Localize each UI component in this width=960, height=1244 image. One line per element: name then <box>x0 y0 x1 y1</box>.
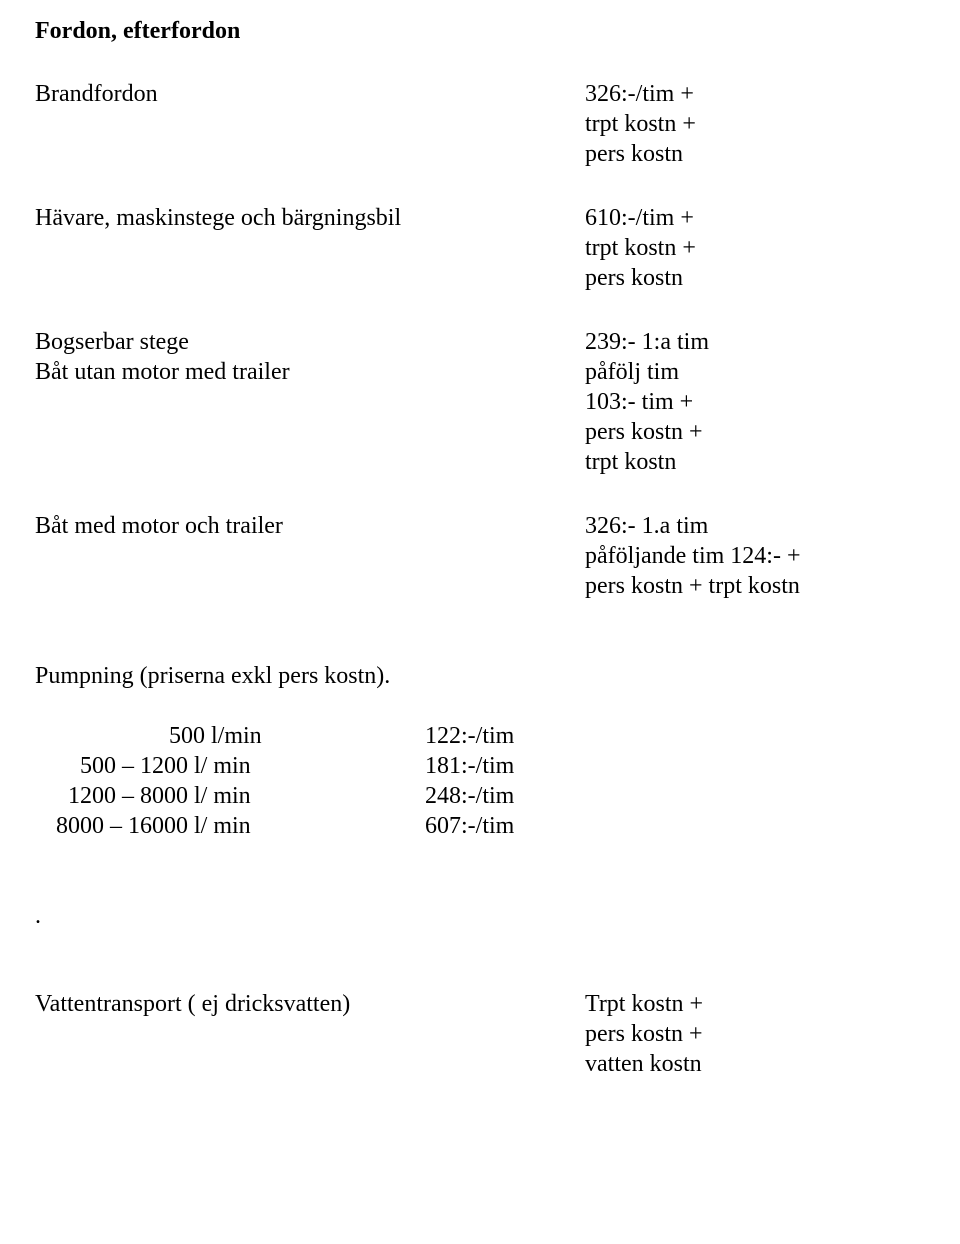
pumpning-left: 500 l/min <box>35 721 425 751</box>
separator-dot: . <box>35 901 900 931</box>
pumpning-row: 1200 – 8000 l/ min 248:-/tim <box>35 781 900 811</box>
pump-left-text: 500 l/min <box>169 723 262 749</box>
row-value: Trpt kostn + pers kostn + vatten kostn <box>585 989 900 1079</box>
value-line: pers kostn <box>585 139 900 169</box>
price-row: Hävare, maskinstege och bärgningsbil 610… <box>35 203 900 293</box>
price-row: Bogserbar stege Båt utan motor med trail… <box>35 327 900 477</box>
pumpning-right: 607:-/tim <box>425 811 514 841</box>
pump-left-text: 500 – 1200 l/ min <box>80 753 251 779</box>
pumpning-left: 8000 – 16000 l/ min <box>35 811 425 841</box>
label-line: Bogserbar stege <box>35 327 585 357</box>
row-label: Båt med motor och trailer <box>35 511 585 541</box>
pumpning-header: Pumpning (priserna exkl pers kostn). <box>35 661 900 691</box>
value-line: trpt kostn + <box>585 109 900 139</box>
value-line: Trpt kostn + <box>585 989 900 1019</box>
pump-left-text: 1200 – 8000 l/ min <box>68 783 251 809</box>
value-line: 326:- 1.a tim <box>585 511 900 541</box>
price-row: Brandfordon 326:-/tim + trpt kostn + per… <box>35 79 900 169</box>
value-line: pers kostn + trpt kostn <box>585 571 900 601</box>
value-line: pers kostn + <box>585 1019 900 1049</box>
pumpning-left: 1200 – 8000 l/ min <box>35 781 425 811</box>
row-value: 610:-/tim + trpt kostn + pers kostn <box>585 203 900 293</box>
pumpning-right: 248:-/tim <box>425 781 514 811</box>
row-value: 326:-/tim + trpt kostn + pers kostn <box>585 79 900 169</box>
pumpning-row: 8000 – 16000 l/ min 607:-/tim <box>35 811 900 841</box>
value-line: 103:- tim + <box>585 387 900 417</box>
pumpning-row: 500 l/min 122:-/tim <box>35 721 900 751</box>
value-line: 239:- 1:a tim <box>585 327 900 357</box>
row-label: Vattentransport ( ej dricksvatten) <box>35 989 585 1019</box>
pumpning-left: 500 – 1200 l/ min <box>35 751 425 781</box>
value-line: påföljande tim 124:- + <box>585 541 900 571</box>
label-line: Båt utan motor med trailer <box>35 357 585 387</box>
value-line: påfölj tim <box>585 357 900 387</box>
value-line: trpt kostn + <box>585 233 900 263</box>
pumpning-list: 500 l/min 122:-/tim 500 – 1200 l/ min 18… <box>35 721 900 841</box>
row-value: 326:- 1.a tim påföljande tim 124:- + per… <box>585 511 900 601</box>
pump-left-text: 8000 – 16000 l/ min <box>56 813 251 839</box>
pumpning-right: 122:-/tim <box>425 721 514 751</box>
value-line: vatten kostn <box>585 1049 900 1079</box>
value-line: 326:-/tim + <box>585 79 900 109</box>
row-label: Hävare, maskinstege och bärgningsbil <box>35 203 585 233</box>
value-line: 610:-/tim + <box>585 203 900 233</box>
row-label: Brandfordon <box>35 79 585 109</box>
document-page: Fordon, efterfordon Brandfordon 326:-/ti… <box>0 0 960 1244</box>
pumpning-row: 500 – 1200 l/ min 181:-/tim <box>35 751 900 781</box>
value-line: pers kostn <box>585 263 900 293</box>
price-row: Båt med motor och trailer 326:- 1.a tim … <box>35 511 900 601</box>
row-value: 239:- 1:a tim påfölj tim 103:- tim + per… <box>585 327 900 477</box>
value-line: trpt kostn <box>585 447 900 477</box>
pumpning-right: 181:-/tim <box>425 751 514 781</box>
page-title: Fordon, efterfordon <box>35 18 900 45</box>
value-line: pers kostn + <box>585 417 900 447</box>
price-row: Vattentransport ( ej dricksvatten) Trpt … <box>35 989 900 1079</box>
row-label: Bogserbar stege Båt utan motor med trail… <box>35 327 585 387</box>
